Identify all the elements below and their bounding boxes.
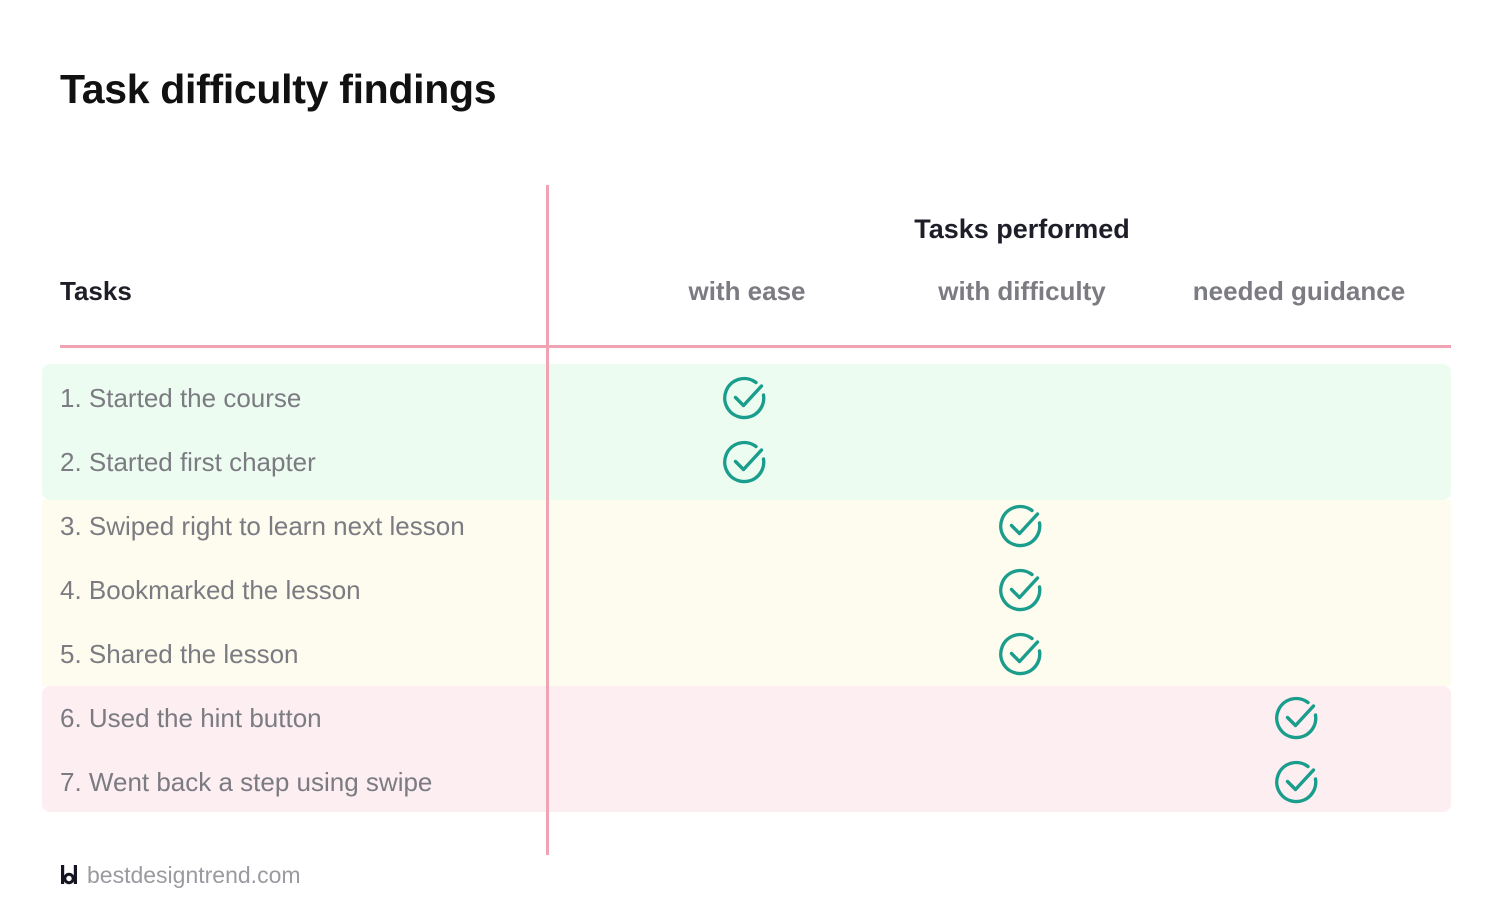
check-circle-icon	[998, 631, 1044, 677]
column-divider	[546, 185, 549, 855]
task-label: 4. Bookmarked the lesson	[60, 575, 361, 605]
task-label: 3. Swiped right to learn next lesson	[60, 511, 465, 541]
bd-logo-icon	[61, 865, 77, 885]
group-header-tasks-performed: Tasks performed	[914, 214, 1130, 244]
check-circle-icon	[722, 375, 768, 421]
table-row: 2. Started first chapter	[0, 430, 1511, 494]
table-row: 7. Went back a step using swipe	[0, 750, 1511, 814]
table-row: 4. Bookmarked the lesson	[0, 558, 1511, 622]
column-header-needed-guidance: needed guidance	[1192, 276, 1406, 306]
check-circle-icon	[722, 439, 768, 485]
band-needed-guidance	[42, 686, 1451, 812]
check-circle-icon	[998, 567, 1044, 613]
task-label: 2. Started first chapter	[60, 447, 316, 477]
column-header-with-difficulty: with difficulty	[938, 276, 1106, 306]
check-circle-icon	[1274, 759, 1320, 805]
task-label: 5. Shared the lesson	[60, 639, 299, 669]
task-label: 1. Started the course	[60, 383, 302, 413]
band-with-ease	[42, 364, 1451, 500]
band-with-difficulty	[42, 500, 1451, 686]
task-label: 7. Went back a step using swipe	[60, 767, 433, 797]
task-label: 6. Used the hint button	[60, 703, 322, 733]
check-circle-icon	[1274, 695, 1320, 741]
footer-site-link[interactable]: bestdesigntrend.com	[87, 861, 301, 888]
header-divider	[60, 345, 1451, 348]
column-header-with-ease: with ease	[688, 276, 806, 306]
table-row: 6. Used the hint button	[0, 686, 1511, 750]
page-title: Task difficulty findings	[60, 66, 497, 112]
column-header-tasks: Tasks	[60, 276, 132, 306]
table-row: 1. Started the course	[0, 366, 1511, 430]
check-circle-icon	[998, 503, 1044, 549]
table-row: 5. Shared the lesson	[0, 622, 1511, 686]
footer-branding: bestdesigntrend.com	[60, 860, 301, 890]
table-row: 3. Swiped right to learn next lesson	[0, 494, 1511, 558]
